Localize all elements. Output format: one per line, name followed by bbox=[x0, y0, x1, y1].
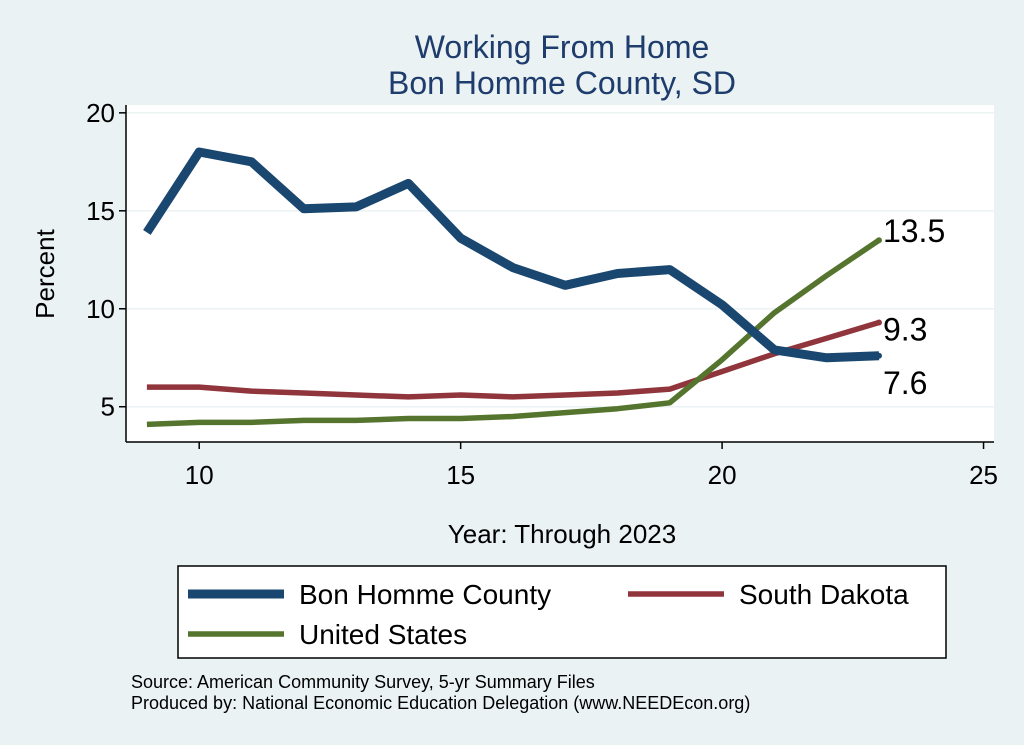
end-labels: 9.3 13.5 7.6 bbox=[883, 213, 945, 401]
y-tick-label: 5 bbox=[101, 392, 115, 422]
x-tick-label: 25 bbox=[969, 460, 998, 490]
legend-box bbox=[177, 565, 947, 659]
x-tick-label: 20 bbox=[708, 460, 737, 490]
series-end-point-0 bbox=[875, 352, 882, 359]
chart-subtitle: Bon Homme County, SD bbox=[388, 65, 736, 101]
legend-items: Bon Homme County South Dakota United State… bbox=[188, 579, 909, 650]
chart-title: Working From Home bbox=[415, 29, 710, 65]
axes: 5 10 15 20 10 15 20 25 bbox=[86, 98, 998, 490]
producer-note: Produced by: National Economic Education… bbox=[131, 693, 750, 713]
x-axis-label: Year: Through 2023 bbox=[448, 519, 676, 549]
y-tick-label: 15 bbox=[86, 196, 115, 226]
y-tick-label: 20 bbox=[86, 98, 115, 128]
series-end-label-0: 7.6 bbox=[883, 365, 927, 401]
source-note: Source: American Community Survey, 5-yr … bbox=[131, 672, 595, 692]
series-line-1 bbox=[146, 319, 880, 400]
series-line-2 bbox=[146, 237, 881, 428]
series-end-label-1: 9.3 bbox=[883, 311, 927, 347]
x-tick-label: 10 bbox=[185, 460, 214, 490]
legend-label-0: Bon Homme County bbox=[299, 579, 551, 610]
x-tick-label: 15 bbox=[446, 460, 475, 490]
plot-area bbox=[126, 105, 994, 442]
series-end-point-2 bbox=[875, 237, 882, 244]
legend-label-2: United States bbox=[299, 619, 467, 650]
legend-label-1: South Dakota bbox=[739, 579, 909, 610]
series-layer bbox=[143, 147, 882, 428]
series-end-label-2: 13.5 bbox=[883, 213, 945, 249]
gridlines bbox=[126, 112, 994, 408]
series-line-0 bbox=[143, 147, 880, 363]
series-end-point-1 bbox=[875, 319, 882, 326]
y-axis-label: Percent bbox=[30, 228, 60, 318]
y-tick-label: 10 bbox=[86, 294, 115, 324]
legend: Bon Homme County South Dakota United State… bbox=[177, 565, 947, 659]
